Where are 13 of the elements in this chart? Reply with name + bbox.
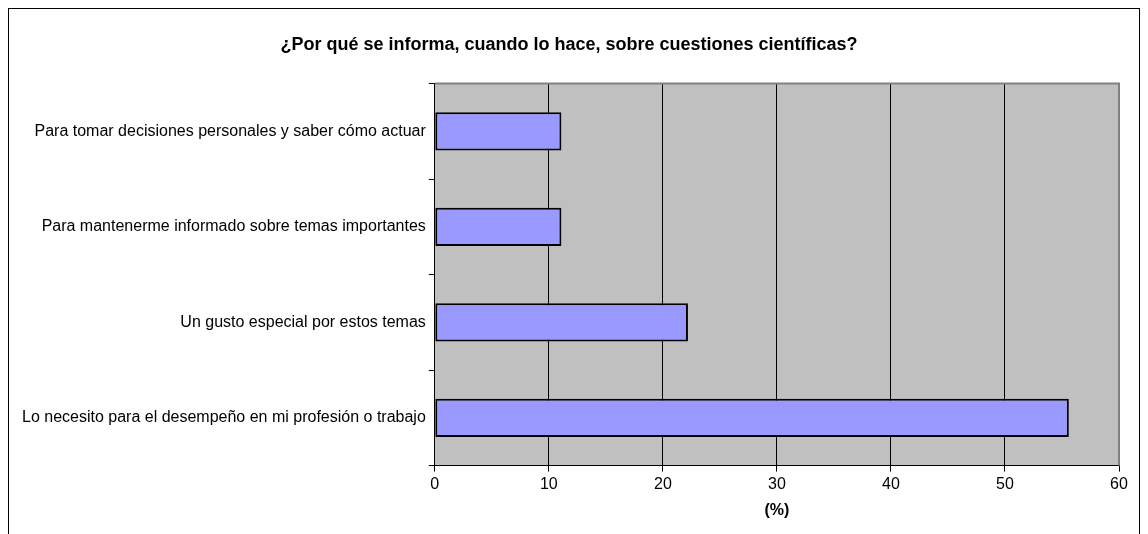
x-tick-label: 10 [539, 474, 558, 492]
x-axis-title: (%) [764, 500, 790, 518]
x-tick-label: 60 [1110, 474, 1128, 492]
x-tick-label: 50 [996, 474, 1014, 492]
y-tick-label: Un gusto especial por estos temas [180, 312, 426, 330]
chart-title: ¿Por qué se informa, cuando lo hace, sobre cuestiones científicas? [280, 33, 858, 54]
x-tick-label: 20 [653, 474, 672, 492]
y-tick-label: Lo necesito para el desempeño en mi profesión o trabajo [22, 408, 426, 426]
y-tick-label: Para mantenerme informado sobre temas importantes [41, 217, 426, 235]
x-tick-label: 30 [768, 474, 786, 492]
x-tick-label: 40 [882, 474, 900, 492]
y-tick-label: Para tomar decisiones personales y saber cómo actuar [34, 121, 427, 139]
x-tick-label: 0 [430, 474, 440, 492]
